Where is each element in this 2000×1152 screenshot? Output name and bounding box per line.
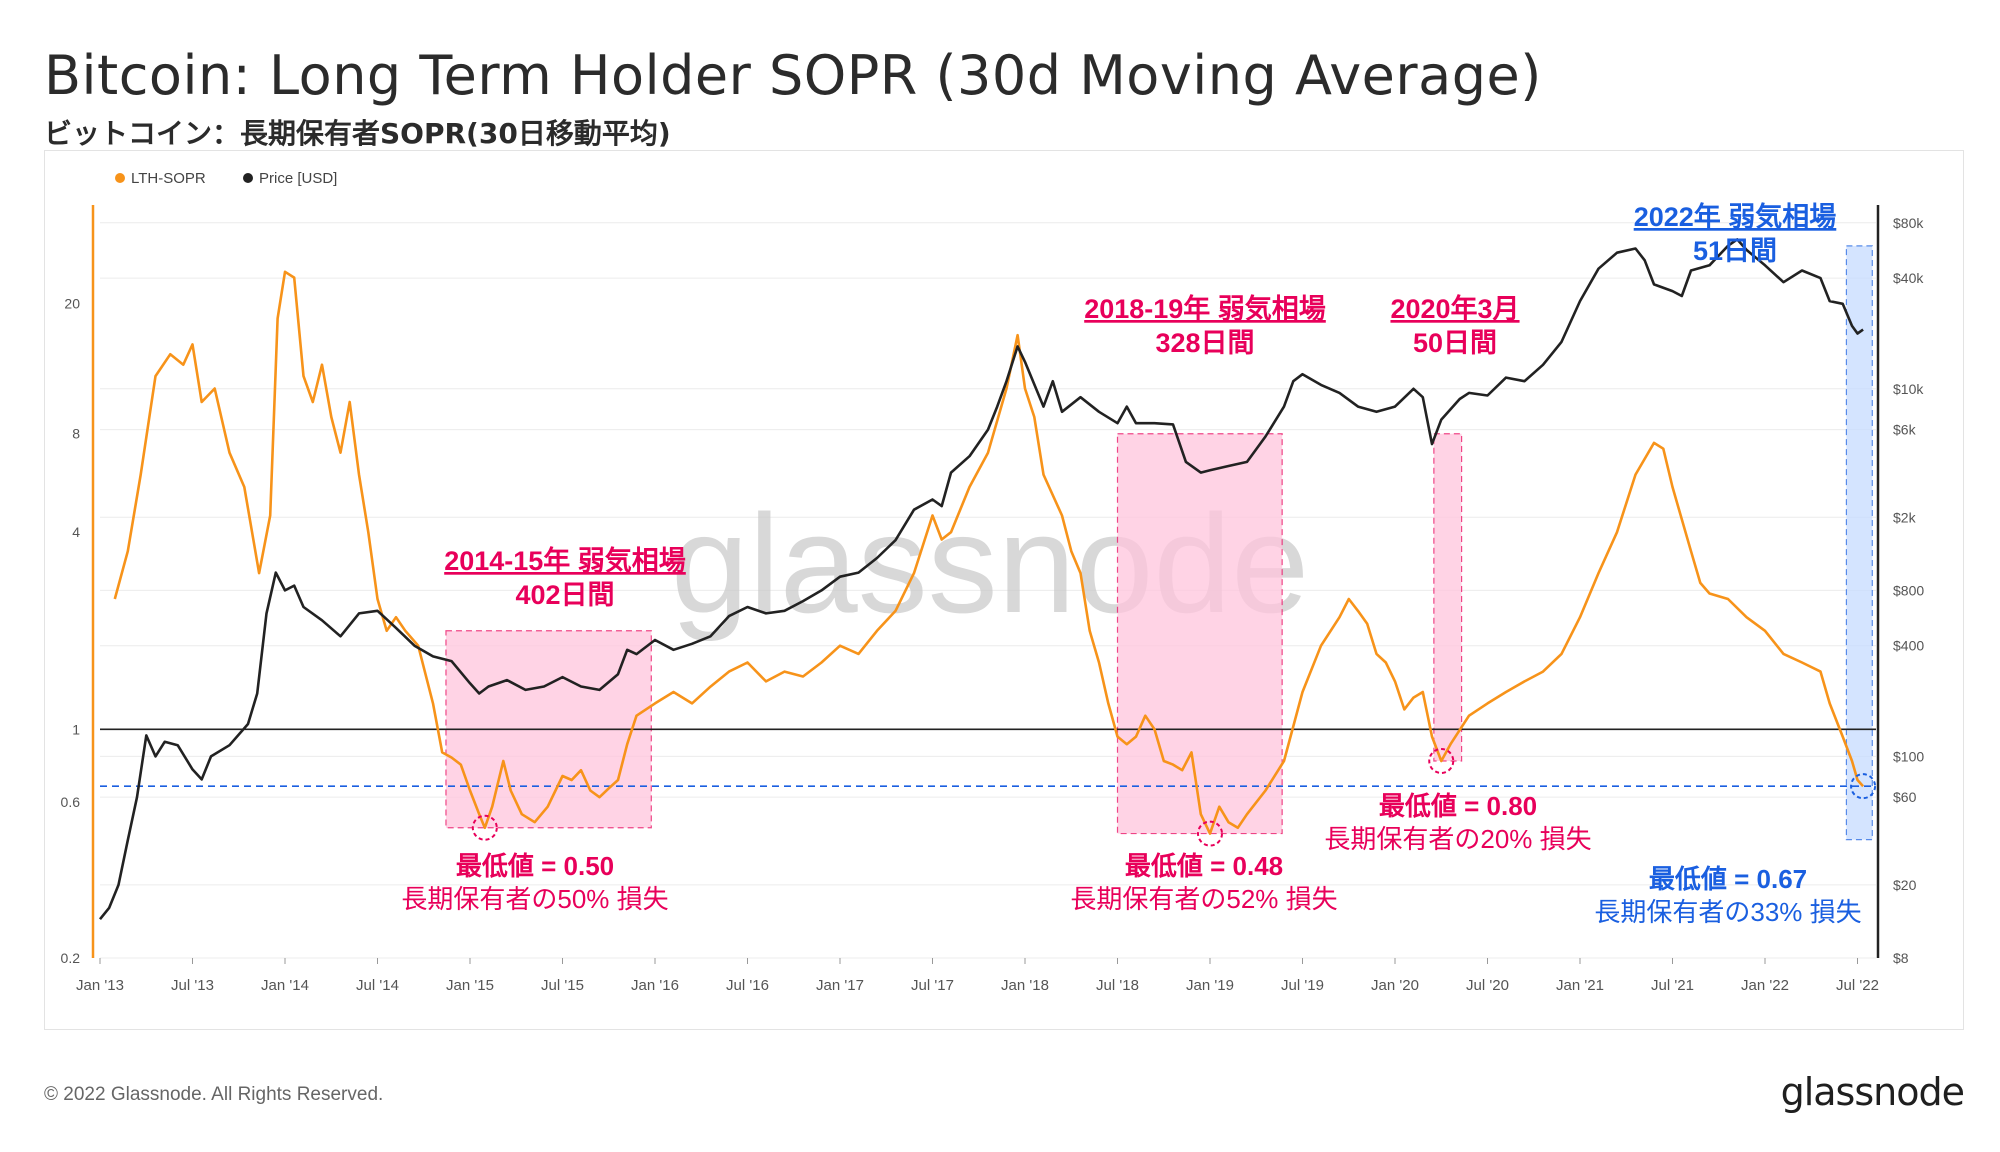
right-tick-label: $10k	[1893, 381, 1924, 397]
left-tick-label: 0.2	[61, 950, 81, 966]
brand-logo: glassnode	[1780, 1070, 1965, 1114]
loss-label: 長期保有者の50% 損失	[401, 884, 668, 914]
zone-title: 2022年 弱気相場	[1634, 201, 1837, 232]
right-tick-label: $400	[1893, 638, 1924, 654]
loss-label: 長期保有者の20% 損失	[1324, 824, 1591, 854]
x-tick-label: Jul '19	[1281, 977, 1324, 994]
right-tick-label: $2k	[1893, 509, 1917, 525]
right-tick-label: $800	[1893, 582, 1924, 598]
gridlines	[100, 222, 1876, 959]
left-tick-label: 1	[72, 721, 80, 737]
right-tick-label: $40k	[1893, 270, 1924, 286]
loss-label: 長期保有者の33% 損失	[1594, 897, 1861, 927]
loss-label: 長期保有者の52% 損失	[1070, 884, 1337, 914]
left-tick-label: 0.6	[61, 794, 81, 810]
x-tick-label: Jan '13	[76, 977, 124, 994]
min-value-label: 最低値 = 0.48	[1125, 851, 1283, 881]
x-tick-label: Jan '22	[1741, 977, 1789, 994]
x-tick-label: Jul '20	[1466, 977, 1509, 994]
chart-subtitle: ビットコイン：長期保有者SOPR(30日移動平均)	[44, 117, 671, 150]
chart-frame	[44, 150, 1964, 1030]
x-tick-label: Jul '15	[541, 977, 584, 994]
min-marker	[1197, 820, 1223, 847]
x-tick-label: Jul '14	[356, 977, 399, 994]
x-tick-label: Jan '15	[446, 977, 494, 994]
x-tick-label: Jan '16	[631, 977, 679, 994]
zone-duration: 51日間	[1693, 236, 1777, 266]
right-tick-label: $60	[1893, 789, 1917, 805]
right-tick-label: $20	[1893, 877, 1917, 893]
right-tick-label: $100	[1893, 748, 1924, 764]
legend: LTH-SOPR Price [USD]	[115, 170, 337, 187]
min-marker	[1428, 747, 1455, 774]
left-tick-label: 20	[64, 296, 80, 312]
x-tick-label: Jan '21	[1556, 977, 1604, 994]
zone-duration: 328日間	[1155, 328, 1254, 358]
zone-title: 2018-19年 弱気相場	[1084, 293, 1326, 324]
right-tick-label: $80k	[1893, 215, 1924, 231]
chart-title: Bitcoin: Long Term Holder SOPR (30d Movi…	[44, 44, 1542, 107]
legend-label: Price [USD]	[259, 170, 337, 187]
axes: 0.2 0.6 1 4 8 20 $8 $20 $60 $100 $400 $800 $2k $6k $10…	[61, 205, 1924, 994]
x-tick-label: Jul '21	[1651, 977, 1694, 994]
zone-duration: 50日間	[1413, 328, 1497, 358]
left-tick-label: 8	[72, 426, 80, 442]
x-tick-label: Jul '16	[726, 977, 769, 994]
reference-lines	[100, 728, 1876, 787]
x-tick-label: Jan '17	[816, 977, 864, 994]
zone-duration: 402日間	[515, 580, 614, 610]
x-tick-label: Jul '22	[1836, 977, 1879, 994]
x-tick-label: Jan '19	[1186, 977, 1234, 994]
series-lines	[98, 238, 1865, 921]
x-tick-label: Jan '14	[261, 977, 309, 994]
min-value-label: 最低値 = 0.80	[1379, 791, 1537, 821]
series-price	[98, 238, 1864, 921]
zone-bear2	[1116, 433, 1283, 835]
zone-crash2020	[1433, 433, 1463, 762]
right-tick-label: $8	[1893, 950, 1909, 966]
right-tick-label: $6k	[1893, 422, 1917, 438]
x-tick-label: Jul '18	[1096, 977, 1139, 994]
min-value-label: 最低値 = 0.67	[1649, 864, 1807, 894]
x-tick-label: Jul '13	[171, 977, 214, 994]
zone-title: 2014-15年 弱気相場	[444, 545, 686, 576]
min-value-label: 最低値 = 0.50	[456, 851, 614, 881]
copyright: © 2022 Glassnode. All Rights Reserved.	[44, 1084, 384, 1105]
min-marker	[471, 814, 498, 841]
legend-label: LTH-SOPR	[131, 170, 206, 187]
x-tick-label: Jul '17	[911, 977, 954, 994]
legend-dot	[115, 173, 125, 183]
min-marker	[1850, 773, 1877, 800]
left-tick-label: 4	[72, 524, 80, 540]
zone-bear2022	[1845, 245, 1873, 841]
x-tick-label: Jan '18	[1001, 977, 1049, 994]
legend-dot	[243, 173, 253, 183]
zone-title: 2020年3月	[1390, 293, 1519, 324]
x-tick-label: Jan '20	[1371, 977, 1419, 994]
series-lth-sopr	[113, 270, 1865, 835]
